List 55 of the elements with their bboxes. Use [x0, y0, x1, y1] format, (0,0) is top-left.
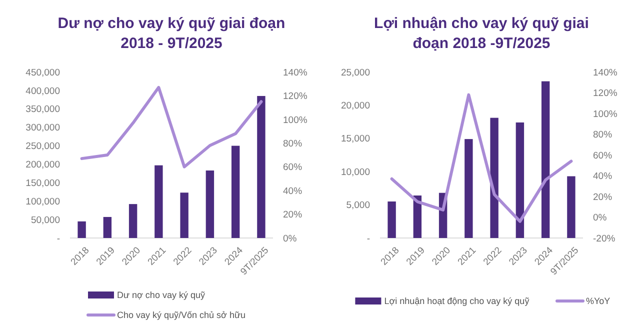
bar [154, 165, 163, 238]
y-tick-label: 20,000 [340, 100, 370, 112]
y2-tick-label: 0% [593, 212, 608, 224]
y2-tick-label: 60% [593, 150, 613, 162]
y-tick-label: 50,000 [30, 214, 60, 226]
line-series [390, 93, 573, 223]
y2-tick-label: 100% [283, 114, 308, 126]
line-series [80, 86, 263, 168]
legend-label: Lợi nhuận hoạt động cho vay ký quỹ [384, 296, 530, 306]
y-tick-label: 15,000 [340, 134, 370, 145]
bar [103, 216, 112, 238]
y2-tick-label: 100% [593, 108, 618, 120]
y2-tick-label: 120% [283, 91, 308, 102]
chart-title: Lợi nhuận cho vay ký quỹ giai đoạn 2018 -9T/2025 [374, 15, 589, 52]
bar [257, 96, 266, 238]
y-tick-label: 25,000 [340, 67, 370, 78]
y-tick-label: 400,000 [26, 86, 60, 97]
bar [78, 221, 86, 238]
legend-label: %YoY [586, 296, 610, 306]
legend-label: Dư nợ cho vay ký quỹ [117, 290, 206, 300]
y2-tick-label: 0% [283, 233, 298, 244]
y2-tick-label: 40% [593, 171, 613, 182]
y2-tick-label: 140% [593, 67, 618, 78]
y-tick-label: 250,000 [26, 141, 60, 152]
bar [516, 122, 524, 238]
y-tick-label: 300,000 [26, 122, 60, 134]
bar [541, 81, 550, 238]
y2-tick-label: 40% [283, 186, 303, 197]
y2-tick-label: 60% [283, 162, 303, 174]
bar [490, 118, 498, 238]
y-tick-label: 450,000 [26, 67, 60, 78]
y2-tick-label: 140% [283, 67, 308, 78]
bar [206, 170, 214, 238]
chart-title: Dư nợ cho vay ký quỹ giai đoạn 2018 - 9T/2025 [58, 15, 286, 52]
y-tick-label: 100,000 [26, 196, 60, 208]
y-tick-label: 10,000 [340, 166, 370, 178]
y2-tick-label: 80% [593, 130, 613, 141]
y-tick-label: 150,000 [26, 178, 60, 189]
bar [231, 146, 240, 238]
y2-tick-label: 20% [593, 192, 613, 203]
y-tick-label: 200,000 [26, 160, 60, 171]
y-tick-label: 350,000 [26, 104, 60, 116]
y2-tick-label: 120% [593, 88, 618, 100]
y2-tick-label: 20% [283, 210, 303, 221]
y-tick-label: - [56, 233, 60, 244]
y2-tick-label: -20% [593, 233, 616, 244]
y2-tick-label: 80% [283, 138, 303, 150]
y-tick-label: 5,000 [346, 200, 370, 212]
bar [567, 176, 576, 238]
bar [388, 201, 396, 238]
bar [180, 192, 188, 238]
bar [464, 139, 473, 238]
bar [128, 204, 138, 238]
y-tick-label: - [366, 233, 370, 244]
legend-label: Cho vay ký quỹ/Vốn chủ sở hữu [117, 310, 246, 320]
